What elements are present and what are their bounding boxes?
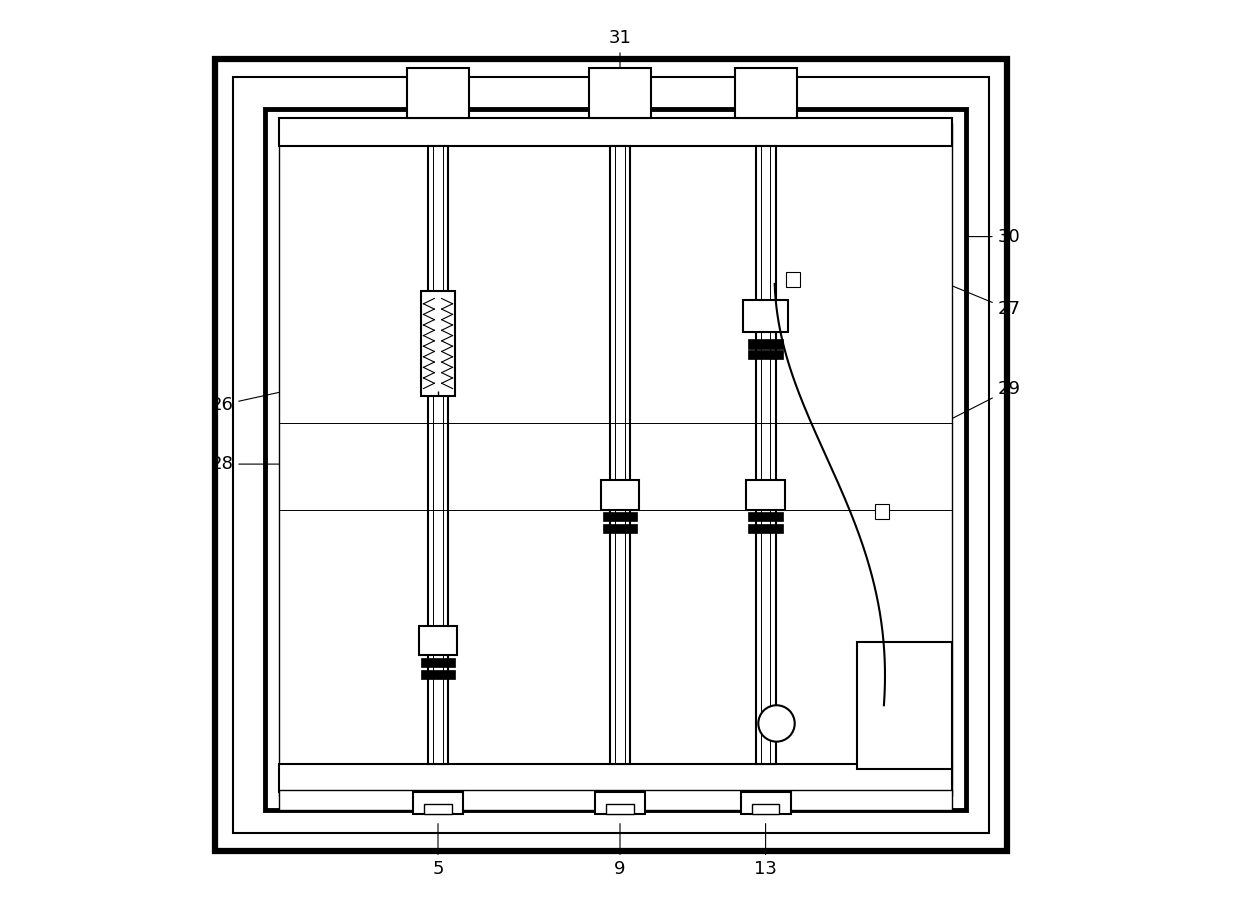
Bar [601, 480, 639, 510]
Bar [603, 524, 637, 533]
Bar [734, 68, 796, 118]
Bar [265, 109, 966, 810]
Bar [748, 524, 782, 533]
Bar [589, 68, 651, 118]
Bar [595, 792, 645, 814]
Bar [610, 146, 630, 764]
Bar [748, 512, 782, 521]
Bar [606, 804, 634, 814]
Text: 9: 9 [614, 824, 626, 878]
Bar [420, 658, 455, 667]
Bar [424, 804, 451, 814]
Bar [746, 480, 785, 510]
Bar [428, 146, 448, 764]
Bar [419, 626, 458, 655]
Text: 27: 27 [946, 283, 1021, 318]
Bar [748, 339, 782, 349]
Text: 28: 28 [211, 455, 321, 473]
Bar [751, 804, 779, 814]
Bar [748, 350, 782, 359]
Bar [215, 59, 1007, 851]
Bar [279, 118, 952, 146]
Text: 29: 29 [946, 380, 1021, 422]
Bar [420, 291, 455, 396]
Text: 5: 5 [433, 824, 444, 878]
Circle shape [759, 705, 795, 742]
Text: 26: 26 [211, 360, 427, 414]
Bar [743, 300, 789, 332]
Bar [407, 68, 469, 118]
Bar [233, 77, 988, 833]
Bar [603, 512, 637, 521]
Bar [279, 764, 952, 792]
Text: 13: 13 [754, 824, 777, 878]
Bar [420, 670, 455, 679]
Text: 30: 30 [968, 228, 1021, 246]
Bar [279, 123, 952, 796]
Bar [786, 272, 800, 287]
Bar [755, 146, 775, 764]
Bar [874, 504, 889, 519]
Bar [279, 790, 952, 810]
Bar [413, 792, 463, 814]
Bar [740, 792, 791, 814]
Text: 31: 31 [609, 29, 631, 70]
Bar [857, 642, 952, 769]
